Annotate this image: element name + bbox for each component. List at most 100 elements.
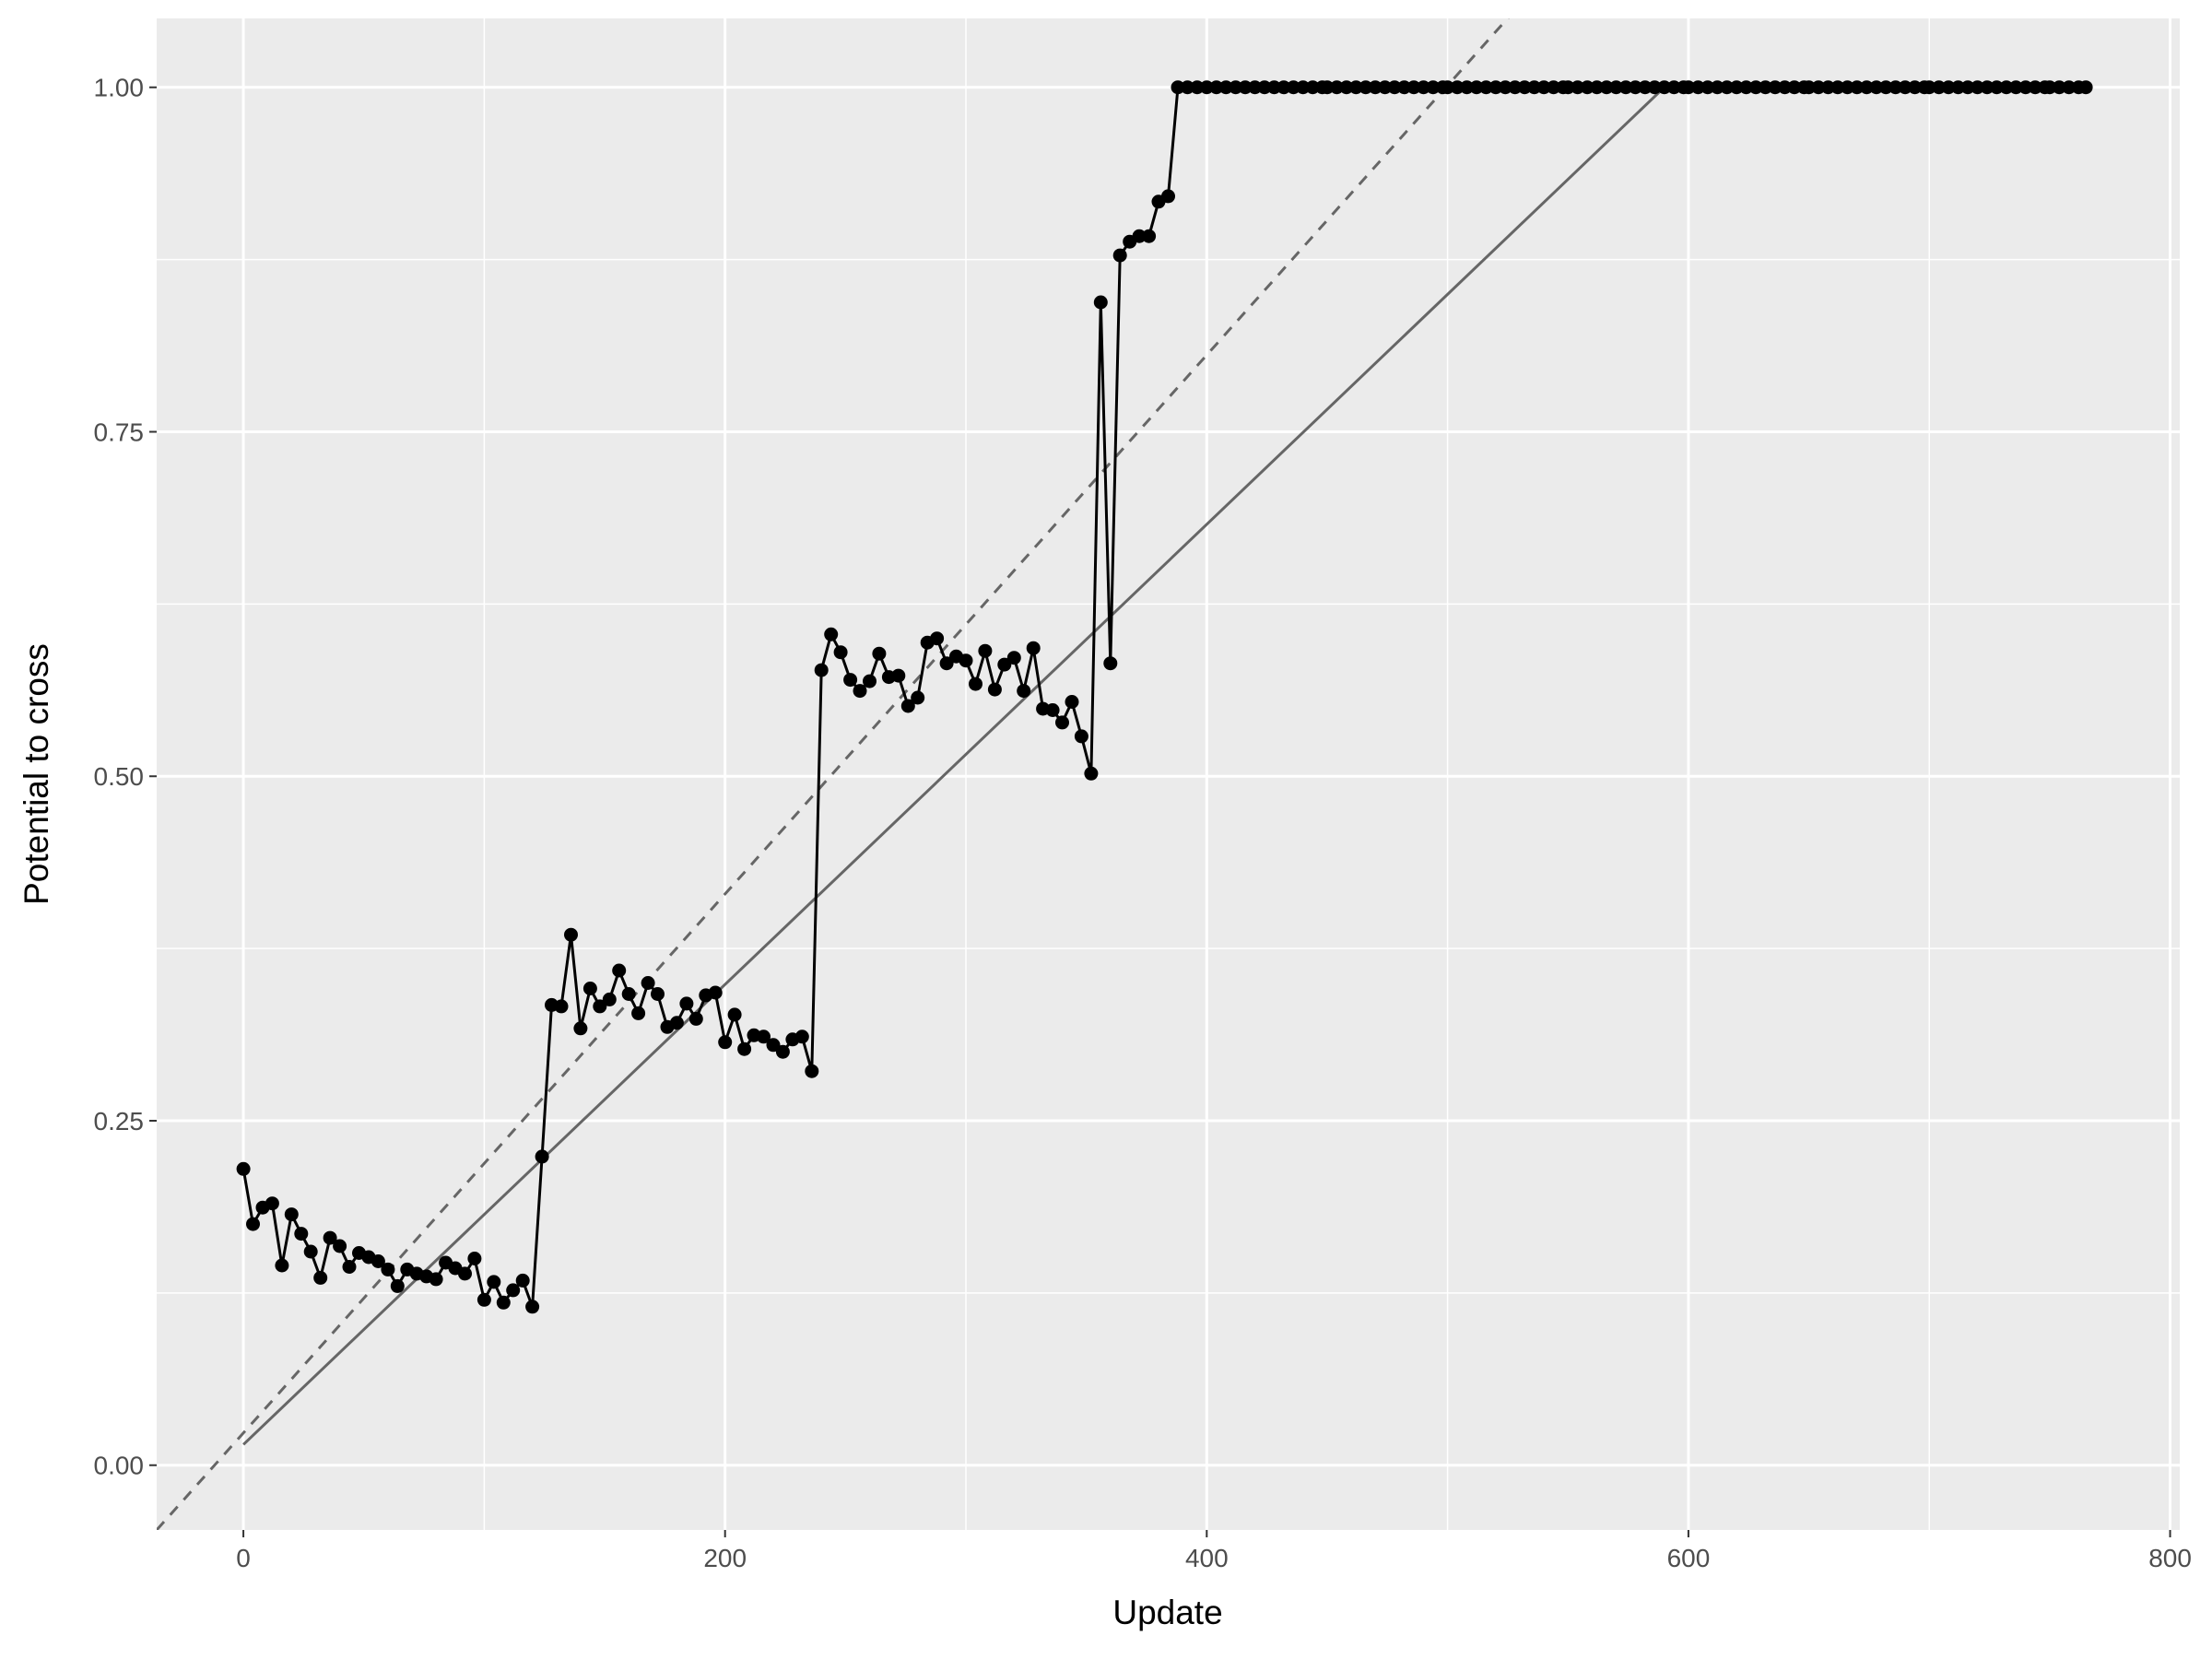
series-main-point xyxy=(1498,80,1512,95)
series-main-point xyxy=(1359,80,1373,95)
series-main-point xyxy=(265,1196,279,1211)
series-main-point xyxy=(1768,80,1783,95)
series-main-point xyxy=(612,963,627,978)
series-main-point xyxy=(467,1252,482,1265)
grid-minor xyxy=(157,18,2180,1530)
y-tick-label: 0.75 xyxy=(94,418,145,446)
series-main-point xyxy=(1840,80,1854,95)
series-main-point xyxy=(997,657,1012,672)
series-main-point xyxy=(1238,80,1253,95)
series-main-point xyxy=(1830,80,1845,95)
series-main-point xyxy=(1980,80,1994,95)
series-main-point xyxy=(1065,695,1079,709)
series-main-point xyxy=(564,927,578,942)
series-main-point xyxy=(1339,80,1354,95)
series-main-point xyxy=(1787,80,1802,95)
series-main-point xyxy=(1560,80,1575,95)
series-main-point xyxy=(2078,80,2093,95)
series-main-point xyxy=(1941,80,1956,95)
series-main-point xyxy=(1286,80,1300,95)
series-main-point xyxy=(737,1041,752,1056)
x-tick-label: 600 xyxy=(1667,1544,1711,1572)
series-main-point xyxy=(679,996,694,1011)
series-main-point xyxy=(1209,80,1224,95)
series-main-point xyxy=(458,1266,472,1281)
series-main-point xyxy=(794,1030,809,1044)
series-main-point xyxy=(573,1021,588,1036)
series-main-point xyxy=(891,668,906,683)
series-main-point xyxy=(1869,80,1884,95)
series-main-point xyxy=(1277,80,1291,95)
series-main-point xyxy=(1748,80,1763,95)
series-main-point xyxy=(1922,80,1936,95)
series-main-point xyxy=(1305,80,1320,95)
x-axis: 0 200 400 600 800 xyxy=(236,1530,2192,1572)
series-main-point xyxy=(1690,80,1705,95)
series-main-point xyxy=(1055,715,1069,730)
x-tick-label: 200 xyxy=(703,1544,747,1572)
series-main-point xyxy=(814,663,829,677)
x-tick-label: 0 xyxy=(236,1544,251,1572)
series-main-point xyxy=(1397,80,1412,95)
series-main-point xyxy=(1257,80,1272,95)
series-main-point xyxy=(651,987,665,1001)
y-tick-label: 0.25 xyxy=(94,1107,145,1135)
series-main-point xyxy=(1320,80,1335,95)
series-main-point xyxy=(602,992,617,1006)
series-main-point xyxy=(1368,80,1382,95)
series-main-point xyxy=(1527,80,1542,95)
series-main-point xyxy=(1488,80,1503,95)
series-main-point xyxy=(2062,80,2077,95)
series-main-point xyxy=(1647,80,1662,95)
series-main-point xyxy=(1908,80,1923,95)
series-main-point xyxy=(911,690,925,705)
series-main-point xyxy=(631,1006,646,1020)
x-tick-label: 800 xyxy=(2148,1544,2192,1572)
series-main-point xyxy=(843,673,858,688)
series-main-point xyxy=(1406,80,1421,95)
series-main-point xyxy=(1006,651,1021,665)
series-main-point xyxy=(1387,80,1402,95)
series-main-point xyxy=(429,1272,443,1287)
series-main-point xyxy=(2018,80,2033,95)
series-main-point xyxy=(1850,80,1865,95)
series-main-point xyxy=(477,1292,491,1307)
series-main-point xyxy=(496,1295,511,1310)
series-main-point xyxy=(939,656,954,671)
series-main-point xyxy=(708,985,723,1000)
series-main-point xyxy=(1329,80,1344,95)
series-main-point xyxy=(1729,80,1744,95)
y-tick-label: 1.00 xyxy=(94,74,145,102)
series-main-point xyxy=(669,1016,684,1030)
series-main-point xyxy=(775,1044,790,1059)
series-main-point xyxy=(1999,80,2014,95)
series-dashed-line xyxy=(157,18,1510,1530)
series-main-point xyxy=(757,1030,771,1044)
series-main-point xyxy=(1517,80,1532,95)
series-main-point xyxy=(1821,80,1835,95)
series-main-point xyxy=(1989,80,2004,95)
series-main-point xyxy=(1180,80,1194,95)
series-main-point xyxy=(1590,80,1605,95)
series-main-point xyxy=(1759,80,1772,95)
series-main-point xyxy=(1932,80,1947,95)
y-tick-label: 0.50 xyxy=(94,762,145,791)
series-main-point xyxy=(959,653,973,668)
series-main-point xyxy=(1378,80,1393,95)
series-main-point xyxy=(2042,80,2057,95)
series-main-point xyxy=(621,987,636,1001)
series-main-point xyxy=(1460,80,1474,95)
series-main-point xyxy=(833,645,848,660)
series-main-point xyxy=(930,631,945,646)
series-main-point xyxy=(535,1149,549,1164)
x-axis-title: Update xyxy=(1112,1594,1222,1631)
grid-major xyxy=(157,18,2180,1530)
series-main-point xyxy=(1811,80,1826,95)
series-main-point xyxy=(1580,80,1594,95)
series-main-point xyxy=(1248,80,1263,95)
series-main-point xyxy=(1267,80,1281,95)
series-main-point xyxy=(1469,80,1484,95)
series-main-point xyxy=(342,1260,357,1274)
series-main-point xyxy=(688,1011,703,1026)
